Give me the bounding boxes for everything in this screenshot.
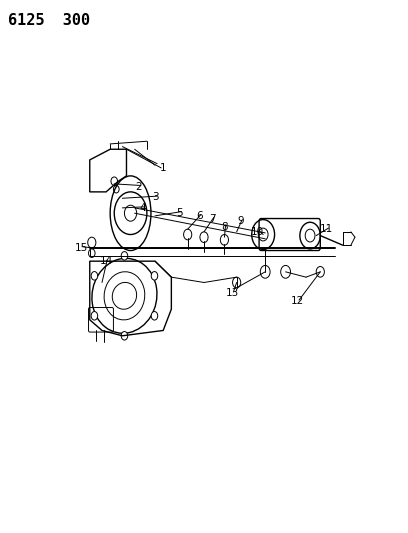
- Circle shape: [151, 271, 158, 280]
- Text: 2: 2: [135, 182, 142, 191]
- Text: 7: 7: [209, 214, 215, 223]
- Text: 14: 14: [100, 256, 113, 266]
- Text: 10: 10: [251, 227, 264, 237]
- Text: 6: 6: [197, 211, 203, 221]
- Text: 15: 15: [75, 243, 88, 253]
- Text: 6125  300: 6125 300: [8, 13, 90, 28]
- Circle shape: [91, 311, 98, 320]
- Circle shape: [151, 311, 158, 320]
- Text: 12: 12: [291, 296, 304, 306]
- Circle shape: [91, 271, 98, 280]
- Text: 4: 4: [140, 203, 146, 213]
- Circle shape: [121, 332, 128, 340]
- Circle shape: [121, 252, 128, 260]
- Text: 9: 9: [237, 216, 244, 226]
- Text: 13: 13: [226, 288, 239, 298]
- Text: 8: 8: [221, 222, 228, 231]
- Text: 5: 5: [176, 208, 183, 218]
- Text: 11: 11: [320, 224, 333, 234]
- Text: 1: 1: [160, 163, 166, 173]
- Text: 3: 3: [152, 192, 158, 202]
